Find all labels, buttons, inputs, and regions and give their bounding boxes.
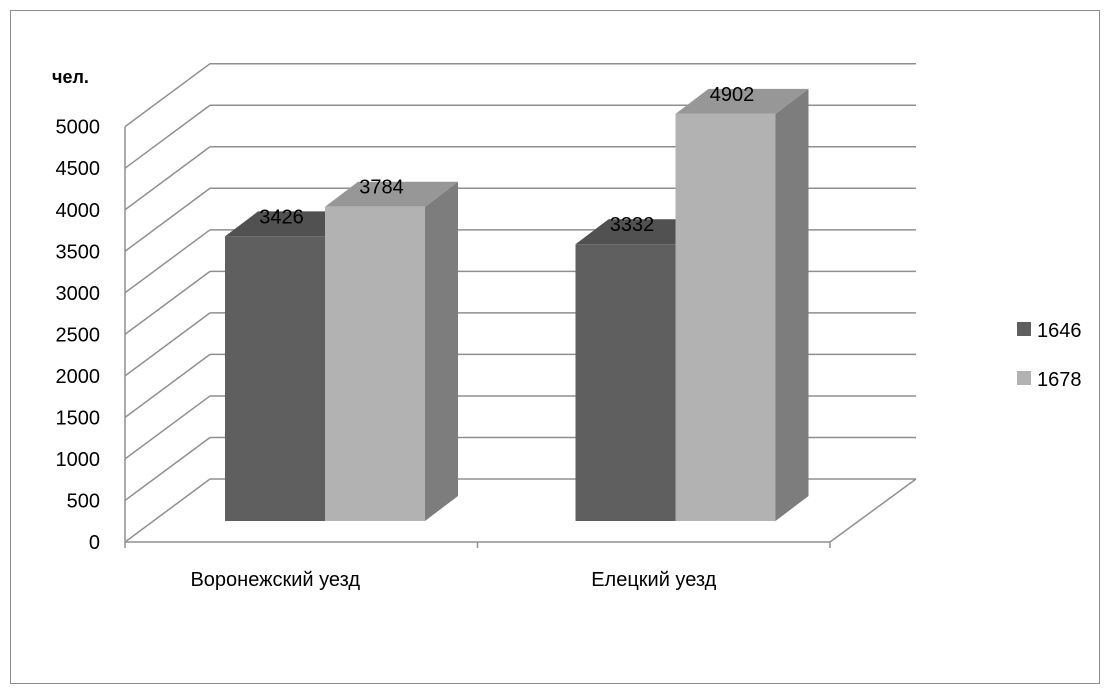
y-tick-label: 3000 (56, 283, 101, 305)
bar-1646 (225, 236, 325, 521)
side-wall-gridline (124, 478, 211, 543)
x-category-label: Воронежский уезд (190, 569, 360, 591)
legend-label: 1646 (1037, 320, 1082, 342)
floor-edge (829, 478, 917, 543)
axes: 0 500 1000 1500 2000 2500 3000 3500 4000 4500 5000… (56, 117, 831, 591)
y-tick-label: 4500 (56, 158, 101, 180)
y-tick-label: 5000 (56, 117, 101, 139)
y-tick-label: 2000 (56, 366, 101, 388)
side-wall-gridline (124, 395, 211, 460)
side-wall-gridline (124, 270, 211, 335)
bars (225, 88, 809, 522)
y-axis-label: чел. (52, 67, 89, 87)
y-tick-label: 2500 (56, 324, 101, 346)
y-tick-label: 1500 (56, 407, 101, 429)
chart-frame (10, 10, 1100, 684)
side-wall-gridline (124, 436, 211, 502)
bar-top-1646 (225, 211, 358, 237)
x-category-label: Елецкий уезд (591, 569, 716, 591)
side-wall-gridline (124, 229, 211, 294)
y-tick-label: 4000 (56, 200, 101, 222)
bar-side-1678 (775, 88, 809, 522)
y-tick-label: 1000 (56, 449, 101, 471)
y-tick-label: 3500 (56, 241, 101, 263)
bar-top-1678 (325, 181, 458, 207)
bar-top-1646 (575, 219, 709, 245)
legend: 1646 1678 (1017, 320, 1082, 391)
legend-swatch (1017, 371, 1031, 385)
y-tick-label: 0 (89, 532, 100, 554)
data-label: 3332 (610, 214, 655, 236)
y-tick-label: 500 (67, 490, 100, 512)
data-label: 3426 (259, 206, 304, 228)
bar-1678 (675, 113, 776, 522)
side-wall-gridline (124, 187, 211, 252)
legend-swatch (1017, 322, 1031, 336)
side-wall-gridline (124, 146, 211, 211)
legend-label: 1678 (1037, 369, 1082, 391)
bar-1678 (325, 206, 425, 521)
bar-1646 (575, 244, 676, 521)
side-wall-gridline (124, 353, 211, 419)
side-wall-gridline (124, 63, 211, 128)
bar-side-1678 (425, 181, 458, 521)
data-label: 3784 (359, 177, 404, 199)
data-label: 4902 (710, 84, 755, 106)
data-labels: 3426 3784 3332 4902 (259, 84, 754, 236)
side-wall-gridline (124, 104, 211, 169)
side-wall-gridline (124, 312, 211, 377)
bar-top-1678 (675, 88, 809, 114)
